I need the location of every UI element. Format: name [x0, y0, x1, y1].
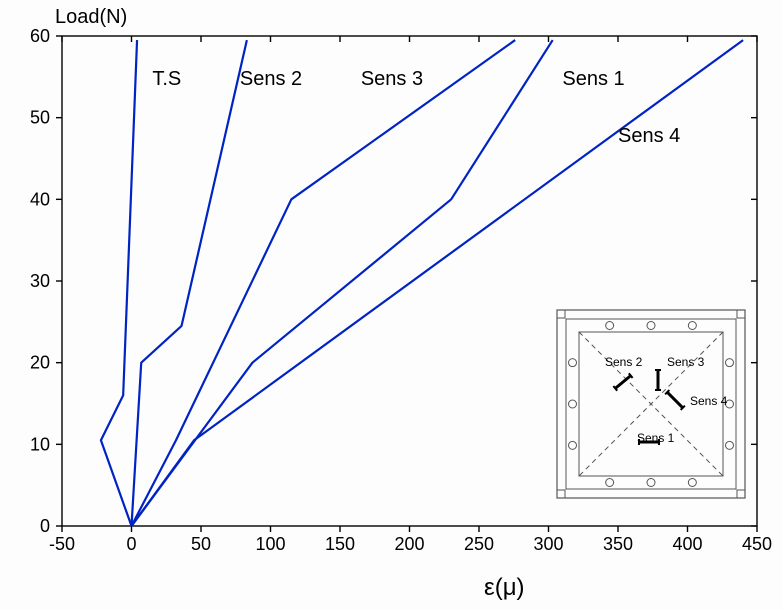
- svg-text:40: 40: [30, 189, 50, 209]
- svg-text:0: 0: [40, 516, 50, 536]
- inset-sensor-label: Sens 4: [690, 394, 728, 408]
- svg-text:350: 350: [603, 534, 633, 554]
- svg-text:400: 400: [672, 534, 702, 554]
- inset-diagram: Sens 2 Sens 3 Sens 4 Sens 1: [557, 310, 745, 498]
- series-label: Sens 3: [361, 68, 423, 90]
- svg-text:50: 50: [30, 108, 50, 128]
- svg-text:60: 60: [30, 26, 50, 46]
- svg-text:250: 250: [464, 534, 494, 554]
- svg-text:300: 300: [533, 534, 563, 554]
- inset-sensor-label: Sens 2: [605, 355, 643, 369]
- series-label: T.S: [152, 68, 181, 90]
- svg-text:-50: -50: [49, 534, 75, 554]
- inset-sensor-label: Sens 1: [637, 431, 675, 445]
- svg-text:450: 450: [742, 534, 772, 554]
- x-axis-label: ε(μ): [484, 574, 525, 602]
- line-chart: -500501001502002503003504004500102030405…: [0, 0, 782, 610]
- svg-text:30: 30: [30, 271, 50, 291]
- svg-text:150: 150: [325, 534, 355, 554]
- y-axis-label: Load(N): [55, 6, 127, 29]
- series-label: Sens 1: [562, 68, 624, 90]
- series-label: Sens 2: [240, 68, 302, 90]
- inset-sensor-label: Sens 3: [667, 355, 705, 369]
- svg-text:50: 50: [191, 534, 211, 554]
- chart-container: -500501001502002503003504004500102030405…: [0, 0, 782, 610]
- svg-text:10: 10: [30, 434, 50, 454]
- svg-text:20: 20: [30, 353, 50, 373]
- svg-text:0: 0: [126, 534, 136, 554]
- svg-text:200: 200: [394, 534, 424, 554]
- series-label: Sens 4: [618, 125, 680, 147]
- svg-text:100: 100: [255, 534, 285, 554]
